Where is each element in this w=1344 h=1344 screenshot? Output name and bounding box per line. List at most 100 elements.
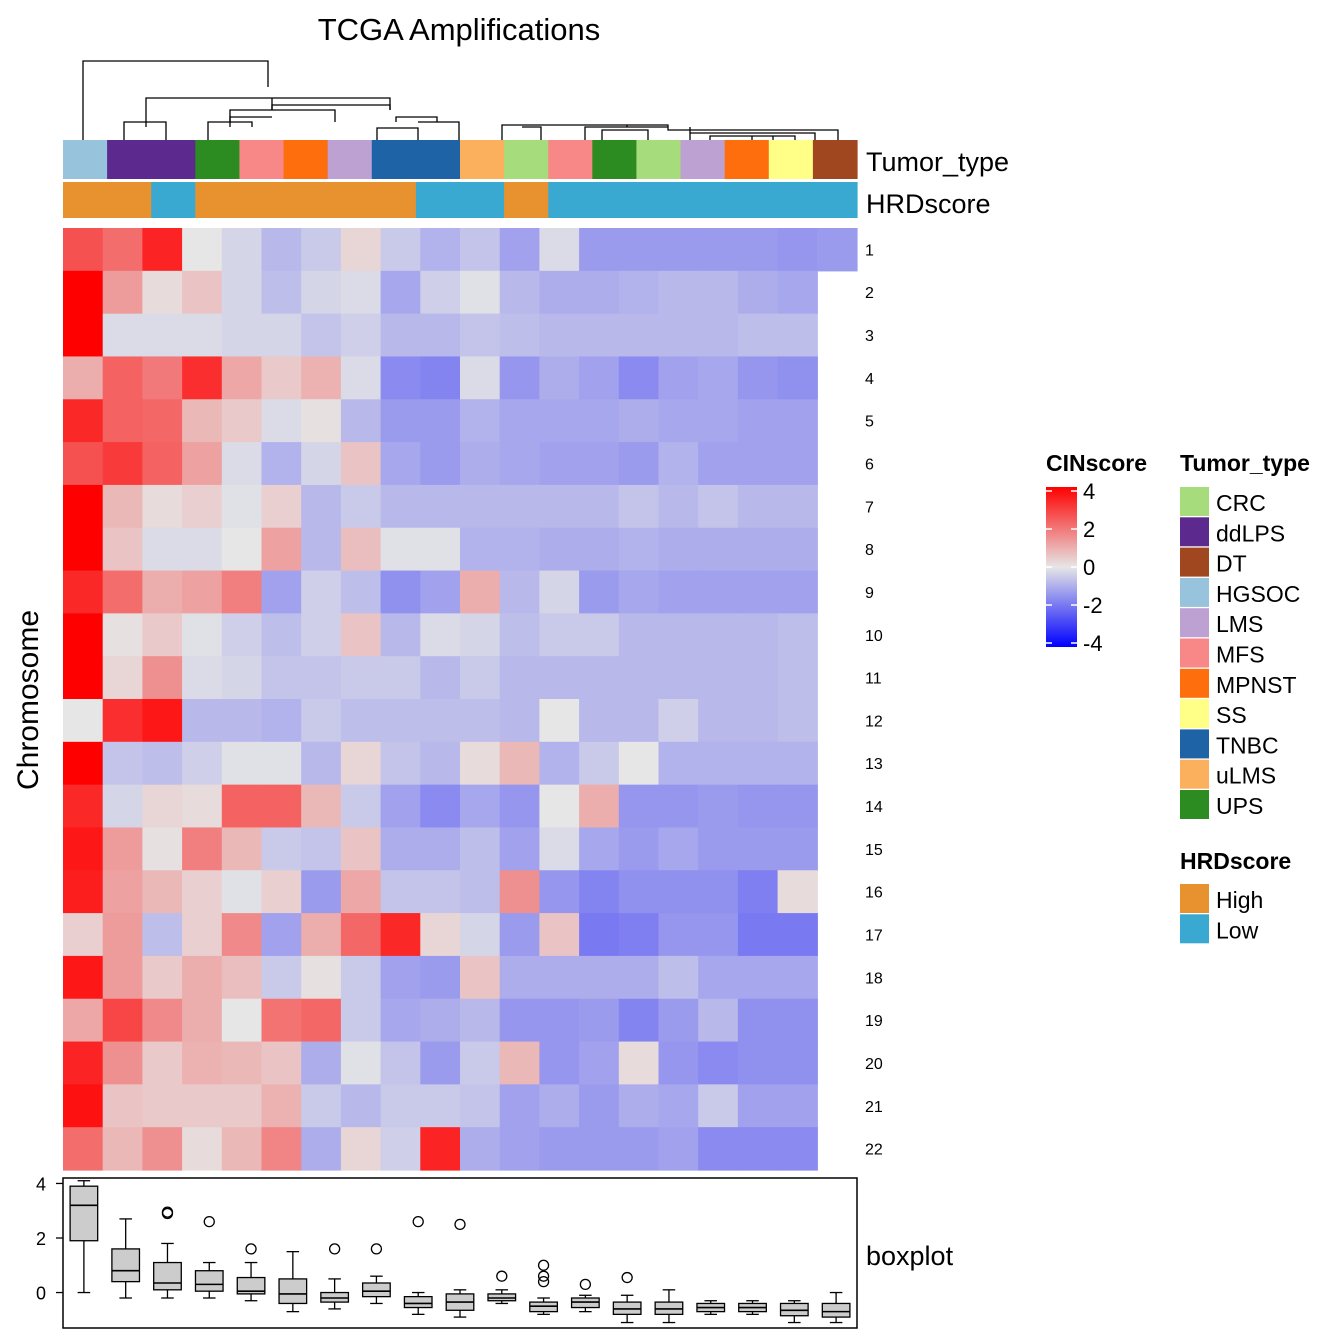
heatmap-cell bbox=[420, 1084, 461, 1128]
heatmap-cell bbox=[777, 784, 818, 829]
heatmap-cell bbox=[182, 998, 223, 1043]
chromosome-label: 22 bbox=[865, 1142, 883, 1159]
tumor-type-cell bbox=[63, 140, 108, 179]
boxplot-box bbox=[487, 1270, 517, 1305]
heatmap-cell bbox=[460, 1041, 501, 1085]
heatmap-cell bbox=[658, 656, 699, 700]
heatmap-cell bbox=[420, 527, 461, 572]
heatmap-cell bbox=[737, 484, 779, 529]
heatmap-cell bbox=[618, 1127, 660, 1171]
heatmap-cell bbox=[618, 870, 660, 914]
heatmap-cell bbox=[182, 442, 223, 486]
heatmap-cell bbox=[420, 270, 461, 315]
hrd-annotation-bar bbox=[63, 182, 858, 218]
heatmap-cell bbox=[698, 270, 739, 315]
heatmap-cell bbox=[698, 784, 739, 829]
heatmap-cell bbox=[102, 870, 143, 914]
heatmap-cell bbox=[380, 784, 421, 829]
heatmap-cell bbox=[301, 656, 342, 700]
heatmap-cell bbox=[499, 870, 540, 914]
heatmap-cell bbox=[420, 228, 461, 272]
heatmap-cell bbox=[618, 784, 660, 829]
heatmap-cell bbox=[261, 570, 302, 614]
heatmap-cell bbox=[777, 699, 818, 743]
heatmap-cell bbox=[63, 1041, 104, 1085]
heatmap-cell bbox=[460, 527, 501, 572]
heatmap-cell bbox=[142, 313, 183, 358]
heatmap-cell bbox=[777, 913, 818, 957]
heatmap-cell bbox=[340, 527, 382, 572]
heatmap-cell bbox=[63, 356, 104, 400]
heatmap-cell bbox=[618, 442, 660, 486]
heatmap-cell bbox=[301, 955, 342, 1000]
heatmap-cell bbox=[182, 228, 223, 272]
hrd-cell bbox=[680, 182, 726, 218]
heatmap-cell bbox=[420, 313, 461, 358]
heatmap-cell bbox=[221, 699, 263, 743]
chromosome-label: 8 bbox=[865, 542, 874, 559]
heatmap-cell bbox=[261, 955, 302, 1000]
heatmap-cell bbox=[340, 870, 382, 914]
heatmap-cell bbox=[301, 313, 342, 358]
heatmap-cell bbox=[658, 270, 699, 315]
heatmap-cell bbox=[63, 784, 104, 829]
heatmap-cell bbox=[539, 399, 580, 443]
heatmap-cell bbox=[340, 1041, 382, 1085]
heatmap-cell bbox=[539, 570, 580, 614]
heatmap-cell bbox=[698, 1127, 739, 1171]
heatmap-cell bbox=[142, 784, 183, 829]
heatmap-cell bbox=[340, 399, 382, 443]
heatmap-cell bbox=[142, 442, 183, 486]
heatmap-cell bbox=[618, 399, 660, 443]
heatmap-cell bbox=[499, 656, 540, 700]
heatmap-cell bbox=[777, 1127, 818, 1171]
heatmap-cell bbox=[658, 1127, 699, 1171]
heatmap-cell bbox=[777, 270, 818, 315]
heatmap-cell bbox=[777, 613, 818, 657]
heatmap-cell bbox=[737, 784, 779, 829]
heatmap-cell bbox=[380, 613, 421, 657]
boxplot-boxes bbox=[69, 1180, 851, 1324]
heatmap-cell bbox=[698, 1041, 739, 1085]
heatmap-cell bbox=[63, 313, 104, 358]
chromosome-label: 5 bbox=[865, 414, 874, 431]
heatmap-cell bbox=[142, 356, 183, 400]
heatmap-cell bbox=[221, 484, 263, 529]
heatmap-cell bbox=[221, 955, 263, 1000]
heatmap-cell bbox=[301, 356, 342, 400]
heatmap-cell bbox=[579, 484, 620, 529]
heatmap-cell bbox=[221, 442, 263, 486]
hrd-cell bbox=[151, 182, 196, 218]
heatmap-cell bbox=[460, 955, 501, 1000]
tumor-type-legend-label: UPS bbox=[1216, 793, 1263, 819]
tumor-type-legend-swatch bbox=[1180, 547, 1209, 577]
heatmap-cell bbox=[658, 570, 699, 614]
heatmap-cell bbox=[539, 998, 580, 1043]
heatmap-cell bbox=[380, 955, 421, 1000]
heatmap-cell bbox=[579, 570, 620, 614]
heatmap-cell bbox=[460, 741, 501, 786]
tumor-type-legend-swatch bbox=[1180, 790, 1209, 819]
heatmap-cell bbox=[301, 399, 342, 443]
heatmap-cell bbox=[658, 484, 699, 529]
tumor-type-legend-label: HGSOC bbox=[1216, 581, 1300, 607]
chromosome-label: 4 bbox=[865, 371, 874, 388]
heatmap-cell bbox=[301, 1084, 342, 1128]
heatmap-cell bbox=[658, 998, 699, 1043]
heatmap-cell bbox=[142, 1041, 183, 1085]
heatmap-cell bbox=[658, 1084, 699, 1128]
heatmap-cell bbox=[182, 613, 223, 657]
heatmap-cell bbox=[499, 270, 540, 315]
heatmap-cell bbox=[539, 228, 580, 272]
heatmap-cell bbox=[380, 656, 421, 700]
heatmap-cell bbox=[460, 356, 501, 400]
heatmap-cell bbox=[777, 741, 818, 786]
boxplot-box bbox=[529, 1259, 559, 1316]
heatmap-cell bbox=[340, 998, 382, 1043]
heatmap-cell bbox=[182, 1041, 223, 1085]
heatmap-cell bbox=[579, 656, 620, 700]
heatmap-cell bbox=[63, 1127, 104, 1171]
heatmap-cell bbox=[698, 613, 739, 657]
boxplot-outlier bbox=[370, 1243, 383, 1255]
heatmap-cell bbox=[460, 1127, 501, 1171]
